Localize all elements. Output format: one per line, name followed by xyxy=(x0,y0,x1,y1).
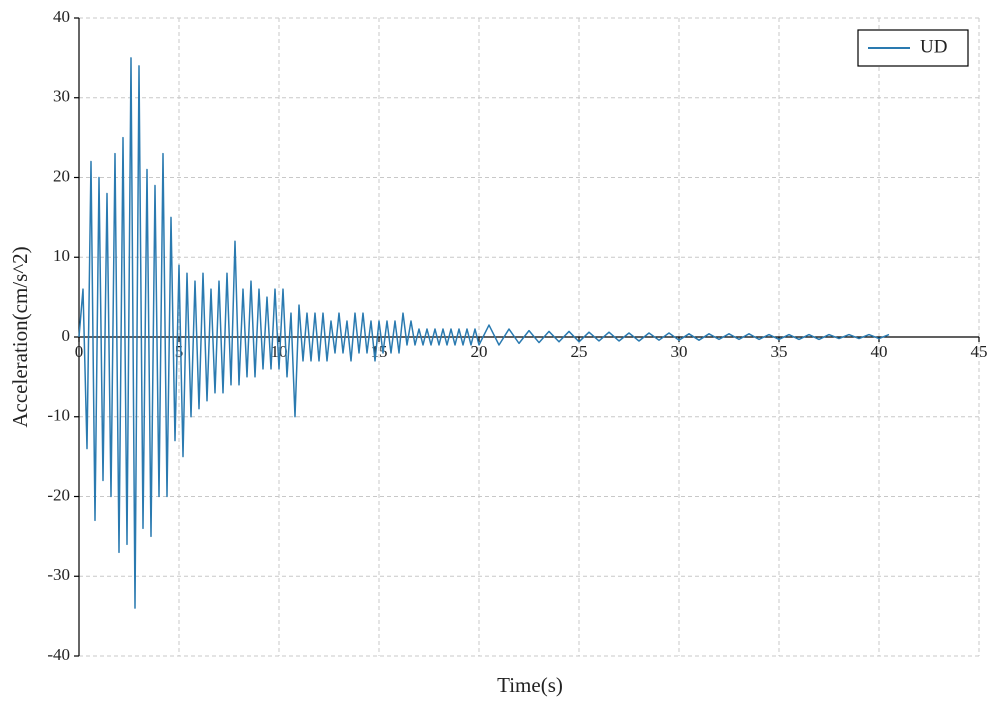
legend-box xyxy=(857,29,969,67)
y-tick-label: -20 xyxy=(47,485,70,504)
legend-label: UD xyxy=(920,36,947,57)
data-line xyxy=(78,57,890,609)
y-tick-label: 0 xyxy=(62,326,71,345)
x-tick-label: 5 xyxy=(175,342,184,361)
y-tick-label: 20 xyxy=(53,166,70,185)
x-tick-label: 35 xyxy=(771,342,788,361)
y-tick-label: 30 xyxy=(53,87,70,106)
y-tick-label: -30 xyxy=(47,565,70,584)
y-tick-label: 10 xyxy=(53,246,70,265)
x-tick-label: 20 xyxy=(471,342,488,361)
y-axis-label: Acceleration(cm/s^2) xyxy=(8,246,32,427)
y-tick-label: -40 xyxy=(47,645,70,664)
x-tick-label: 25 xyxy=(571,342,588,361)
x-tick-label: 30 xyxy=(671,342,688,361)
x-tick-label: 40 xyxy=(871,342,888,361)
y-tick-label: 40 xyxy=(53,7,70,26)
x-tick-label: 45 xyxy=(971,342,988,361)
x-axis-label: Time(s) xyxy=(497,673,563,697)
legend: UD xyxy=(857,29,969,67)
x-tick-label: 10 xyxy=(271,342,288,361)
y-tick-label: -10 xyxy=(47,406,70,425)
